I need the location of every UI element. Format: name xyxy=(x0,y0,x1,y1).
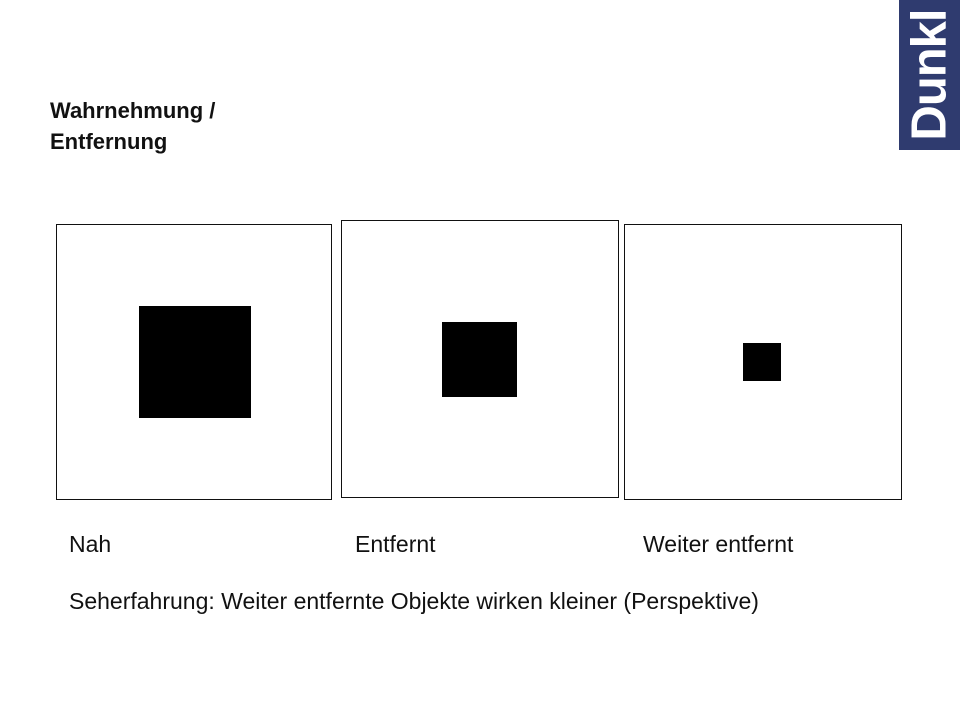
label-entfernt: Entfernt xyxy=(355,531,436,557)
distant-square xyxy=(442,322,517,397)
farther-square xyxy=(743,343,781,381)
perspective-note: Seherfahrung: Weiter entfernte Objekte w… xyxy=(69,588,759,614)
panel-farther xyxy=(624,224,902,500)
label-nah: Nah xyxy=(69,531,112,557)
panel-distant xyxy=(341,220,619,498)
label-weiter-entfernt: Weiter entfernt xyxy=(643,531,794,557)
panel-near xyxy=(56,224,332,500)
dunkl-logo: Dunkl xyxy=(899,0,960,150)
near-square xyxy=(139,306,251,418)
logo-text: Dunkl xyxy=(902,9,956,141)
slide-title: Wahrnehmung / Entfernung xyxy=(50,95,310,157)
slide-title-line-2: Entfernung xyxy=(50,129,168,154)
slide-title-line-1: Wahrnehmung / xyxy=(50,98,216,123)
